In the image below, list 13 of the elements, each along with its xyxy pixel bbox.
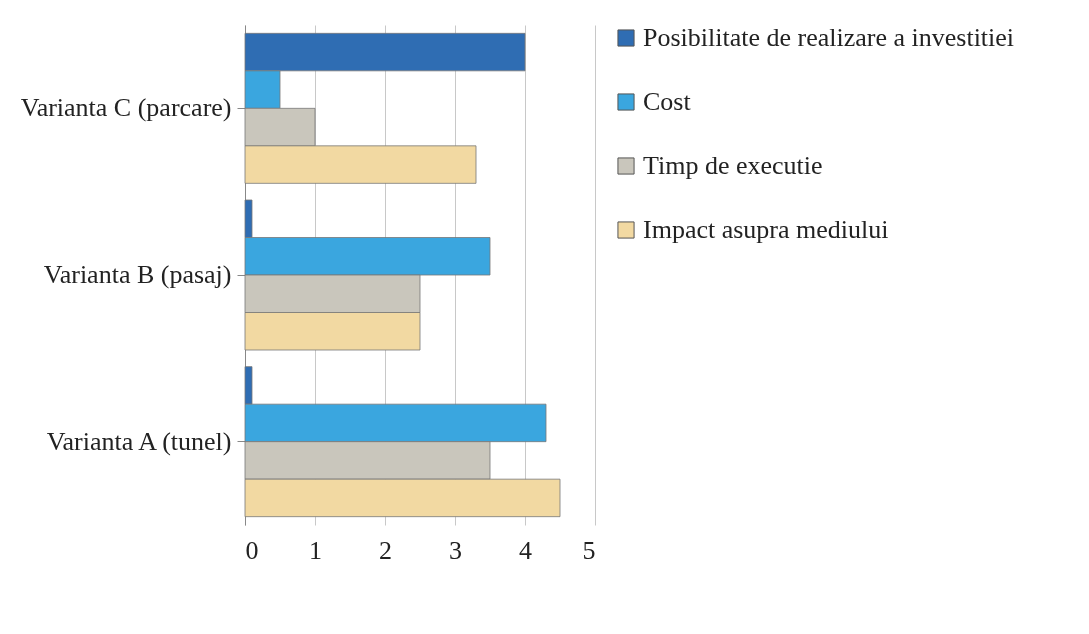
y-tick-label: Varianta B (pasaj): [43, 260, 232, 289]
y-tick-label: Varianta C (parcare): [20, 93, 232, 123]
x-tick-label: 1: [309, 535, 322, 565]
x-tick-label: 3: [449, 535, 462, 565]
x-tick-label: 0: [245, 535, 259, 565]
legend-label: Posibilitate de realizare a investitiei: [643, 23, 1015, 52]
x-tick-label: 2: [379, 535, 392, 565]
legend-label: Impact asupra mediului: [643, 215, 889, 244]
x-tick-label: 4: [519, 535, 532, 565]
y-tick-label: Varianta A (tunel): [46, 426, 232, 456]
x-tick-label: 5: [582, 535, 596, 565]
legend-label: Cost: [643, 87, 692, 116]
legend-label: Timp de executie: [643, 151, 823, 180]
